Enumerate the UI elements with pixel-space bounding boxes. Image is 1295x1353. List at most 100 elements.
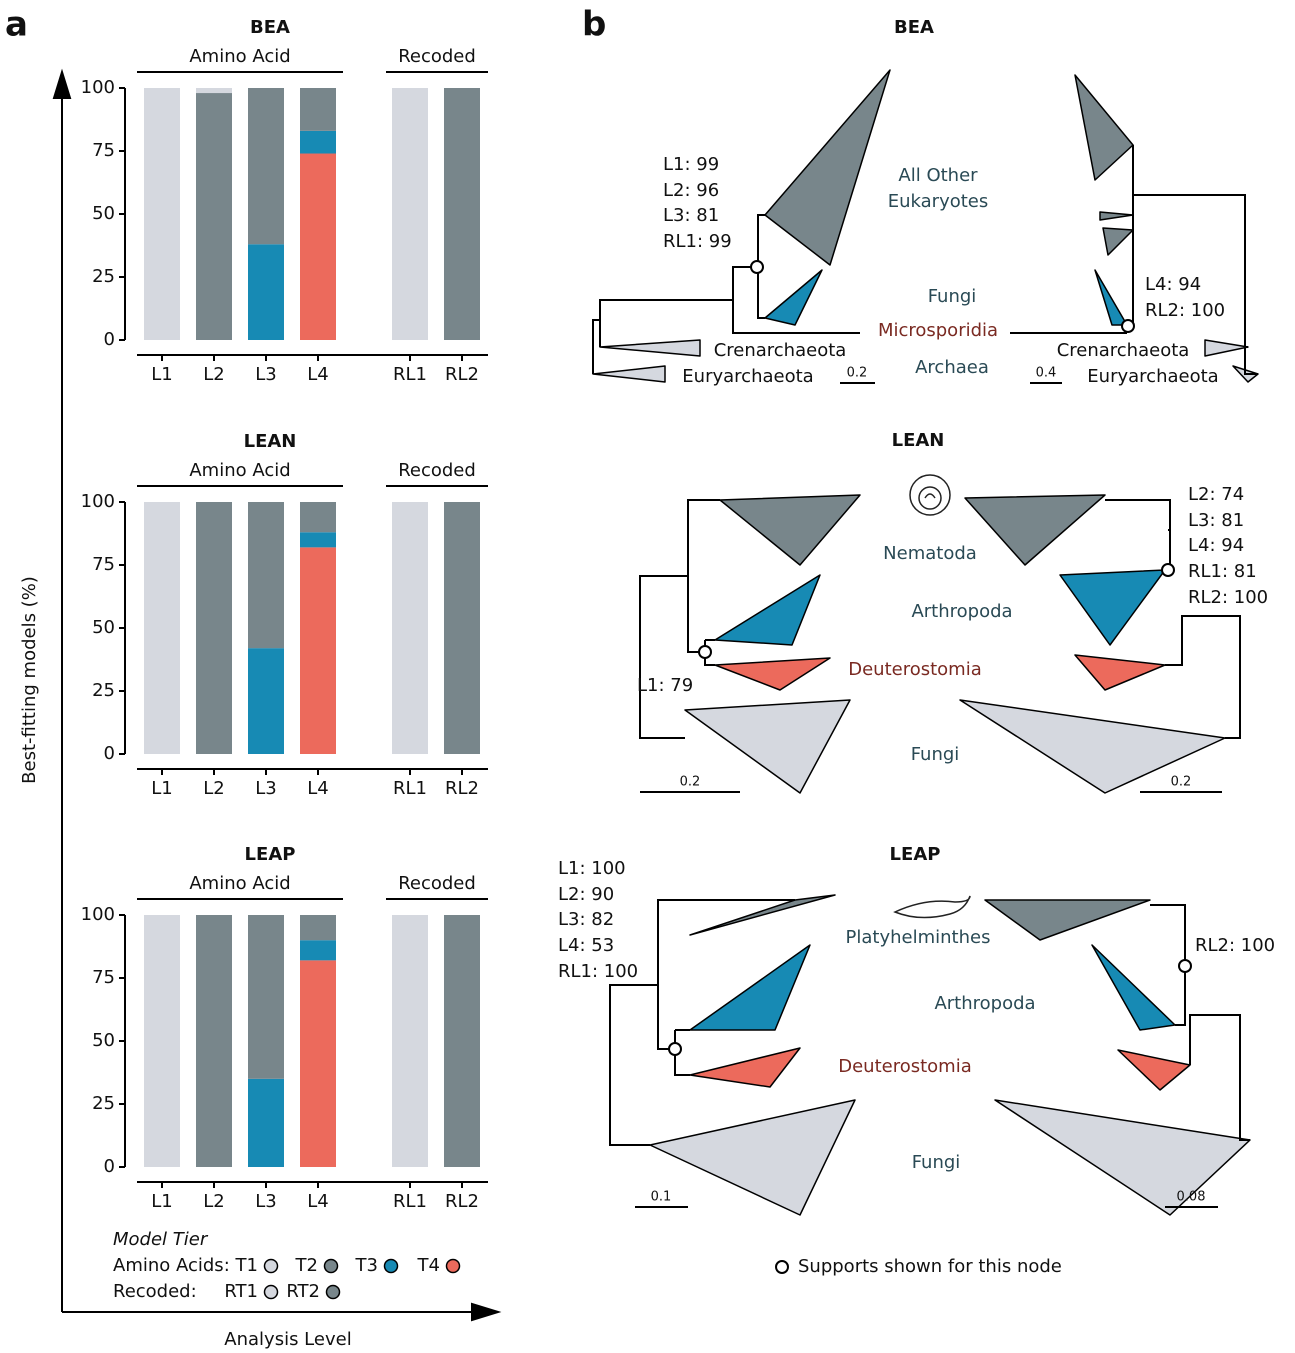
support-label: L2: 74	[1188, 484, 1244, 505]
y-tick-label: 25	[92, 1093, 115, 1114]
group-label: Amino Acid	[189, 873, 290, 894]
scale-label: 0.2	[1171, 775, 1192, 790]
bar-segment	[248, 1079, 284, 1167]
y-axis-label: Best-fitting models (%)	[19, 576, 40, 784]
bar-segment	[300, 154, 336, 340]
legend-group: Amino Acids:	[113, 1255, 230, 1276]
y-tick-label: 100	[81, 904, 115, 925]
support-label: L4: 53	[558, 935, 614, 956]
scale-label: 0.1	[651, 1190, 672, 1205]
taxon-label: All Other	[898, 165, 978, 186]
support-node	[751, 261, 763, 273]
y-tick-label: 75	[92, 967, 115, 988]
support-label: RL2: 100	[1188, 587, 1268, 608]
bar-segment	[144, 915, 180, 1167]
tree-title: BEA	[894, 17, 934, 38]
taxon-label: Deuterostomia	[838, 1056, 972, 1077]
legend-label: T2	[295, 1255, 318, 1276]
taxon-label: Archaea	[915, 357, 989, 378]
bar-segment	[144, 502, 180, 754]
x-tick-label: L1	[151, 1191, 172, 1212]
bar-segment	[300, 88, 336, 131]
support-node	[1179, 960, 1191, 972]
x-tick-label: RL1	[393, 1191, 427, 1212]
y-tick-label: 0	[104, 1156, 115, 1177]
support-label: L2: 96	[663, 180, 719, 201]
bar-segment	[196, 502, 232, 754]
taxon-label: Crenarchaeota	[1057, 340, 1190, 361]
bar-segment	[300, 960, 336, 1167]
support-node	[1122, 320, 1134, 332]
chart-title: BEA	[250, 17, 290, 38]
support-node	[699, 646, 711, 658]
x-tick-label: L1	[151, 778, 172, 799]
bar-segment	[392, 88, 428, 340]
legend-node	[776, 1261, 788, 1273]
bar-segment	[196, 88, 232, 93]
x-tick-label: RL1	[393, 364, 427, 385]
y-tick-label: 0	[104, 743, 115, 764]
taxon-label: Crenarchaeota	[714, 340, 847, 361]
taxon-label: Fungi	[912, 1152, 961, 1173]
x-tick-label: L4	[307, 778, 328, 799]
y-tick-label: 50	[92, 617, 115, 638]
taxon-label: Deuterostomia	[848, 659, 982, 680]
x-tick-label: RL1	[393, 778, 427, 799]
bar-segment	[196, 915, 232, 1167]
legend-swatch	[385, 1260, 398, 1273]
taxon-label: Arthropoda	[934, 993, 1035, 1014]
legend-label: RT1	[224, 1281, 258, 1302]
taxon-label: Platyhelminthes	[846, 927, 991, 948]
group-label: Recoded	[398, 460, 476, 481]
taxon-label: Euryarchaeota	[682, 366, 813, 387]
support-label: L3: 81	[1188, 510, 1244, 531]
taxon-label: Arthropoda	[911, 601, 1012, 622]
tree-title: LEAN	[892, 430, 945, 451]
legend-swatch	[327, 1286, 340, 1299]
group-label: Recoded	[398, 46, 476, 67]
bar-segment	[248, 915, 284, 1079]
support-label: RL2: 100	[1145, 300, 1225, 321]
bar-segment	[248, 244, 284, 340]
y-tick-label: 50	[92, 1030, 115, 1051]
bar-segment	[196, 93, 232, 340]
support-label: L1: 79	[637, 675, 693, 696]
x-axis-label: Analysis Level	[224, 1329, 351, 1350]
support-label: L3: 81	[663, 205, 719, 226]
figure: a b Best-fitting models (%) Analysis Lev…	[0, 0, 1295, 1353]
scale-label: 0.4	[1036, 366, 1057, 381]
bar-segment	[248, 88, 284, 244]
bar-segment	[300, 502, 336, 532]
taxon-label: Euryarchaeota	[1087, 366, 1218, 387]
bar-segment	[248, 502, 284, 648]
bar-segment	[444, 915, 480, 1167]
support-label: RL2: 100	[1195, 935, 1275, 956]
bar-segment	[300, 131, 336, 154]
bar-segment	[144, 88, 180, 340]
bar-segment	[444, 88, 480, 340]
y-tick-label: 100	[81, 491, 115, 512]
legend-swatch	[325, 1260, 338, 1273]
x-tick-label: L3	[255, 364, 276, 385]
group-label: Recoded	[398, 873, 476, 894]
legend-title: Model Tier	[113, 1229, 209, 1250]
y-tick-label: 25	[92, 680, 115, 701]
bar-segment	[300, 940, 336, 960]
y-tick-label: 0	[104, 329, 115, 350]
bar-segment	[392, 502, 428, 754]
x-tick-label: L4	[307, 364, 328, 385]
taxon-label: Eukaryotes	[888, 191, 989, 212]
support-label: L1: 99	[663, 154, 719, 175]
x-tick-label: L4	[307, 1191, 328, 1212]
support-label: RL1: 99	[663, 231, 732, 252]
x-tick-label: RL2	[445, 778, 479, 799]
support-label: RL1: 81	[1188, 561, 1257, 582]
legend-swatch	[265, 1260, 278, 1273]
y-tick-label: 100	[81, 77, 115, 98]
panel-label: b	[582, 5, 606, 45]
legend-label: T4	[417, 1255, 440, 1276]
support-label: L1: 100	[558, 858, 626, 879]
scale-label: 0.08	[1177, 1190, 1206, 1205]
support-node	[1162, 564, 1174, 576]
bar-segment	[444, 502, 480, 754]
